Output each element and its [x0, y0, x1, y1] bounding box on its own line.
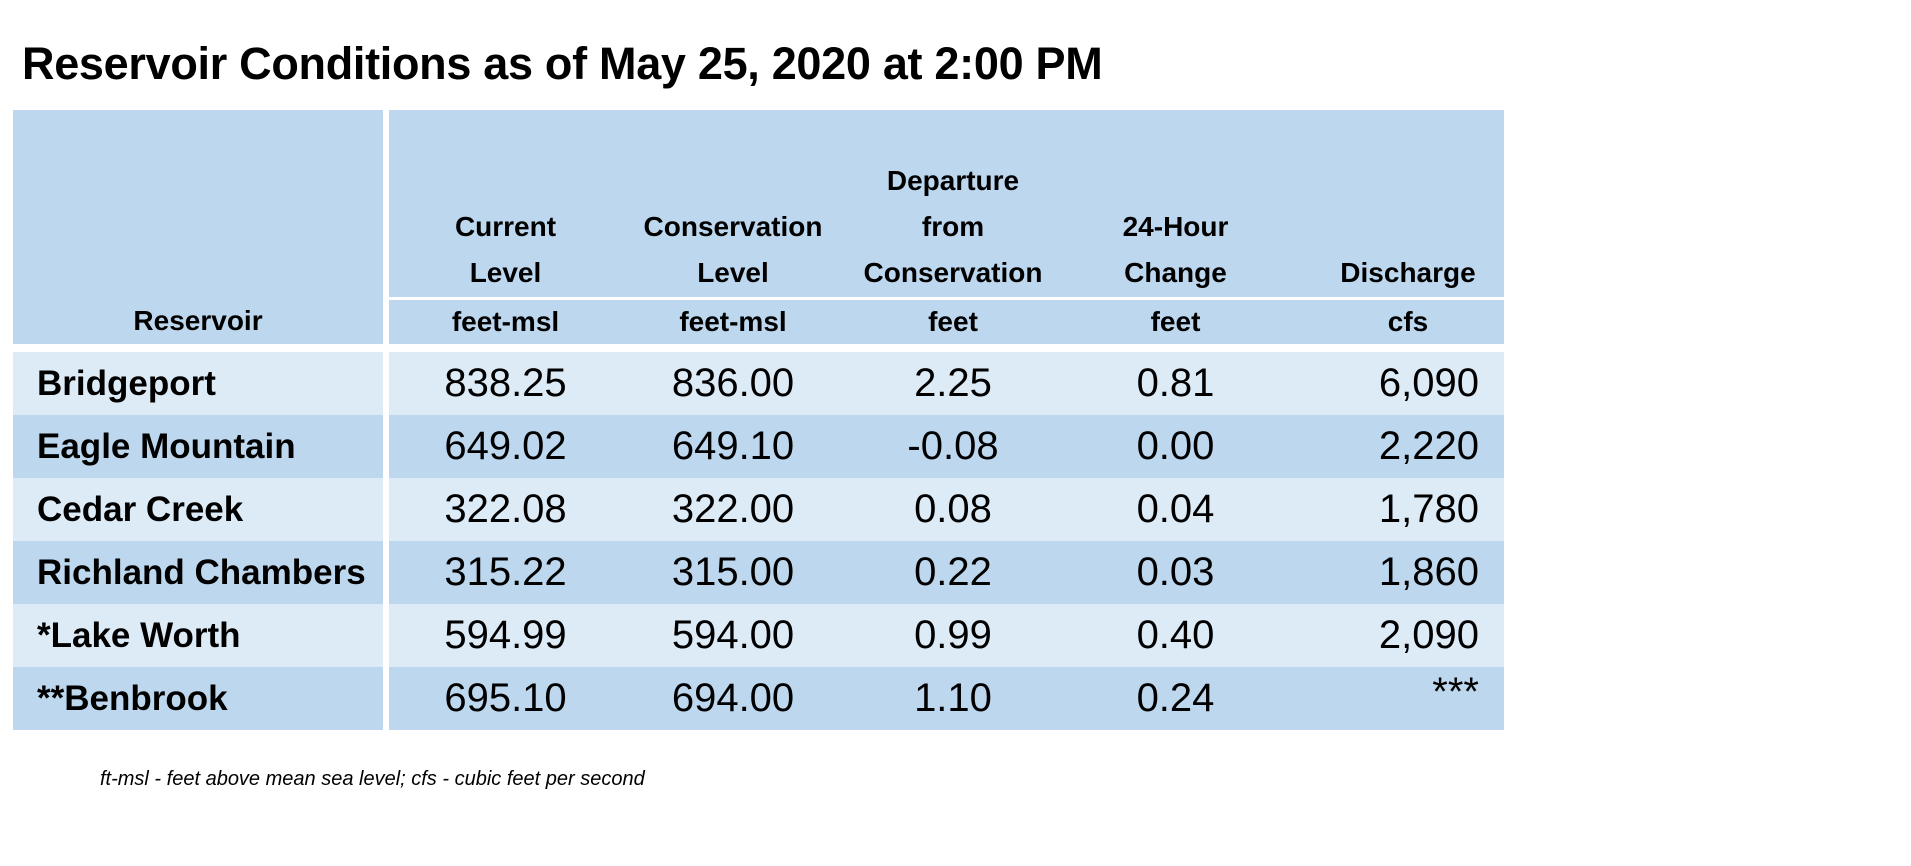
- departure-value: 1.10: [914, 676, 992, 720]
- reservoir-name: Eagle Mountain: [13, 415, 383, 478]
- unit-24-hour-change: feet: [1150, 306, 1201, 337]
- conservation-level-value: 649.10: [671, 424, 795, 468]
- discharge-value: 2,220: [1378, 424, 1479, 468]
- reservoir-name: Cedar Creek: [13, 478, 383, 541]
- current-level-value: 594.99: [444, 613, 567, 657]
- table-row: Richland Chambers 315.22 315.00 0.22 0.0…: [13, 541, 1504, 604]
- unit-current-level: feet-msl: [451, 306, 560, 337]
- table-row: **Benbrook 695.10 694.00 1.10 0.24 ***: [13, 667, 1504, 730]
- current-level-value: 695.10: [444, 676, 567, 720]
- conservation-level-value: 836.00: [671, 361, 795, 405]
- current-level-value: 838.25: [444, 361, 567, 405]
- table-row: Bridgeport 838.25 836.00 2.25 0.81 6,090: [13, 352, 1504, 415]
- header-top-band: [389, 110, 1504, 297]
- current-level-value: 315.22: [444, 550, 567, 594]
- discharge-value: 1,860: [1378, 550, 1479, 594]
- footnote: ft-msl - feet above mean sea level; cfs …: [100, 768, 645, 790]
- unit-conservation-level: feet-msl: [679, 306, 787, 337]
- table-row: Eagle Mountain 649.02 649.10 -0.08 0.00 …: [13, 415, 1504, 478]
- column-header-discharge: Discharge: [1340, 257, 1476, 288]
- change-value: 0.40: [1136, 613, 1215, 657]
- page-title: Reservoir Conditions as of May 25, 2020 …: [22, 38, 1103, 89]
- header-reservoir-cell: [13, 110, 383, 344]
- header-units-band: [389, 300, 1504, 344]
- column-header-current-level: Current Level: [454, 211, 557, 288]
- reservoir-name: **Benbrook: [13, 667, 383, 730]
- current-level-value: 322.08: [444, 487, 567, 531]
- reservoir-name: Richland Chambers: [13, 541, 383, 604]
- change-value: 0.24: [1136, 676, 1215, 720]
- table-row: Cedar Creek 322.08 322.00 0.08 0.04 1,78…: [13, 478, 1504, 541]
- discharge-value: 6,090: [1378, 361, 1479, 405]
- conservation-level-value: 594.00: [671, 613, 795, 657]
- departure-value: 0.22: [914, 550, 992, 594]
- unit-departure: feet: [928, 306, 978, 337]
- change-value: 0.04: [1136, 487, 1215, 531]
- conservation-level-value: 322.00: [671, 487, 795, 531]
- change-value: 0.00: [1136, 424, 1215, 468]
- departure-value: -0.08: [907, 424, 999, 468]
- departure-value: 2.25: [914, 361, 992, 405]
- departure-value: 0.99: [914, 613, 992, 657]
- column-header-24-hour-change: 24-Hour Change: [1122, 211, 1229, 288]
- reservoir-name: Bridgeport: [13, 352, 383, 415]
- conservation-level-value: 694.00: [671, 676, 795, 720]
- departure-value: 0.08: [914, 487, 992, 531]
- discharge-value: 1,780: [1378, 487, 1479, 531]
- column-header-reservoir: Reservoir: [133, 305, 263, 336]
- discharge-value: 2,090: [1378, 613, 1479, 657]
- discharge-value: ***: [1432, 670, 1479, 714]
- reservoir-name: *Lake Worth: [13, 604, 383, 667]
- reservoir-table: Reservoir Current Level Conservation Lev…: [13, 110, 1504, 737]
- column-header-departure: Departure from Conservation: [863, 165, 1043, 288]
- column-header-conservation-level: Conservation Level: [643, 211, 823, 288]
- conservation-level-value: 315.00: [671, 550, 795, 594]
- unit-discharge: cfs: [1387, 306, 1429, 337]
- change-value: 0.03: [1136, 550, 1215, 594]
- table-row: *Lake Worth 594.99 594.00 0.99 0.40 2,09…: [13, 604, 1504, 667]
- current-level-value: 649.02: [444, 424, 567, 468]
- change-value: 0.81: [1136, 361, 1215, 405]
